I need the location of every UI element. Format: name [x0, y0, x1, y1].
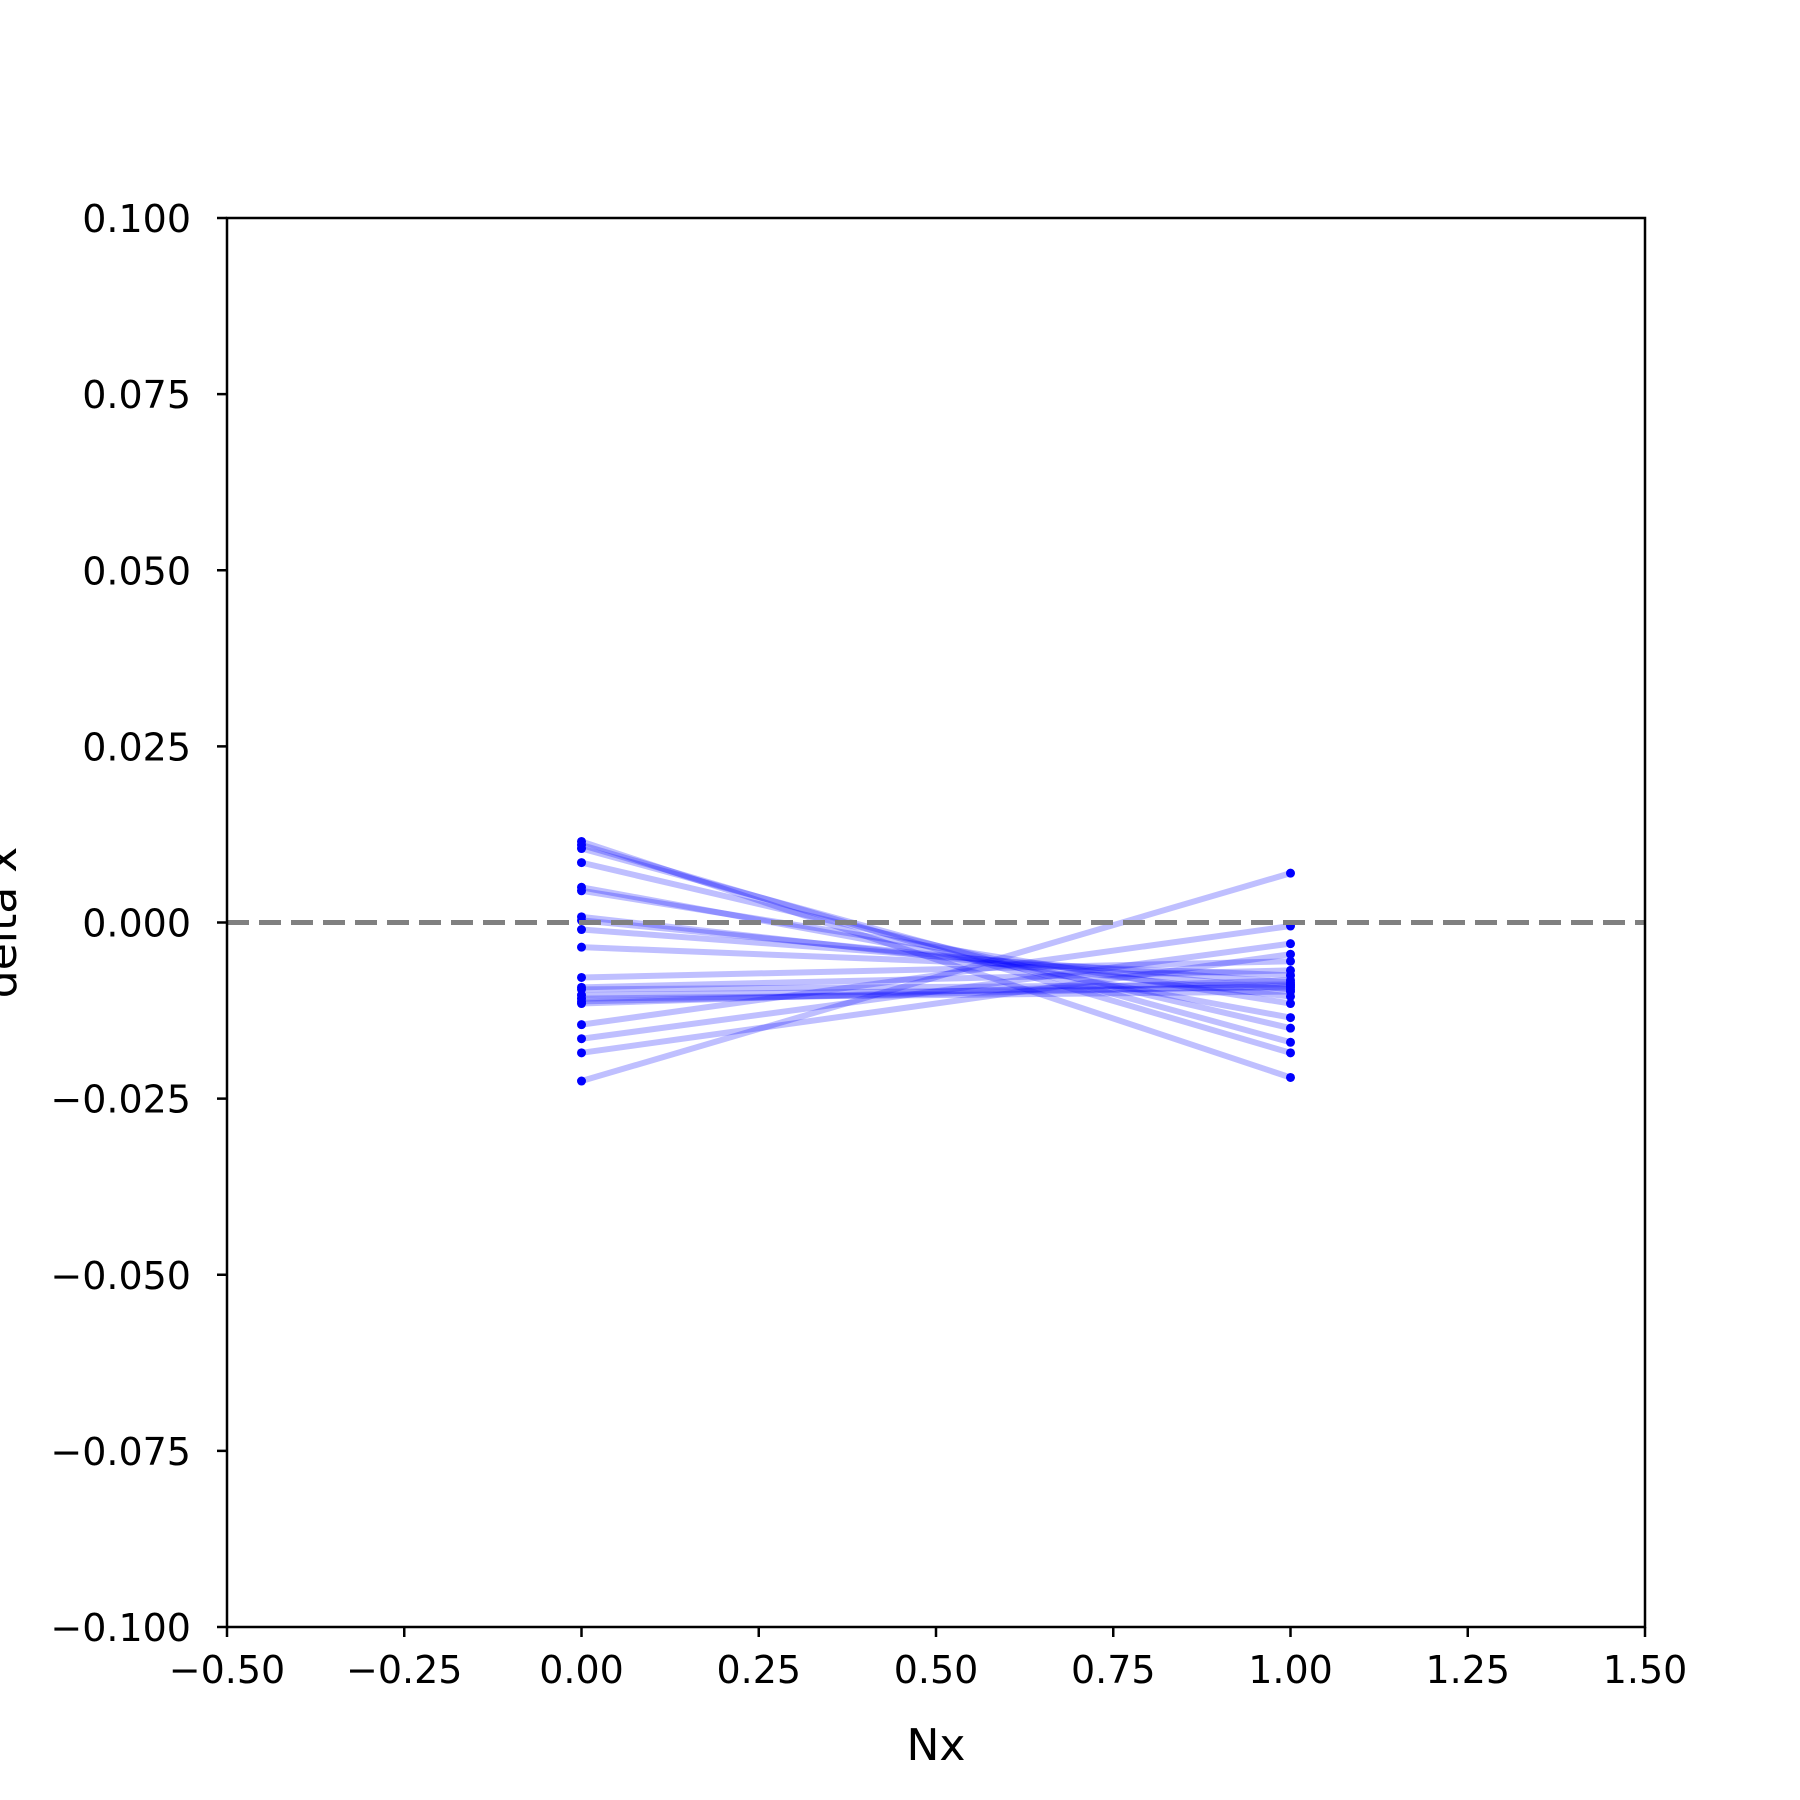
- data-point-10-1: [577, 942, 586, 952]
- data-points: [577, 836, 1295, 1086]
- x-tick-label: 1.00: [1248, 1648, 1333, 1692]
- series-line-4: [580, 859, 1292, 1032]
- series-line-8: [581, 917, 1291, 993]
- data-point-2-2: [1286, 1048, 1295, 1058]
- series-line-20: [581, 951, 1291, 1056]
- data-point-19-1: [577, 1034, 586, 1044]
- data-point-12-2: [1286, 965, 1295, 975]
- y-tick-label: 0.000: [82, 902, 191, 946]
- x-tick-label: 0.25: [716, 1648, 801, 1692]
- data-point-4-2: [1286, 1023, 1295, 1033]
- x-tick-label: 1.50: [1603, 1648, 1688, 1692]
- y-tick-label: 0.075: [82, 373, 191, 417]
- data-point-11-2: [1286, 956, 1295, 966]
- y-axis-ticks: 0.100 0.075 0.050 0.025 0.000 −0.025 −0.050 −0.…: [50, 197, 227, 1650]
- series-line-10: [581, 944, 1291, 979]
- y-tick-label: 0.100: [82, 197, 191, 241]
- y-tick-label: −0.025: [50, 1078, 191, 1122]
- x-tick-label: 0.50: [894, 1648, 979, 1692]
- series-line-7: [581, 913, 1291, 1000]
- data-point-19-2: [1286, 939, 1295, 949]
- data-point-20-2: [1286, 949, 1295, 959]
- series-line-14: [581, 984, 1291, 999]
- data-point-18-1: [577, 1020, 586, 1030]
- x-axis-label: Nx: [907, 1720, 966, 1771]
- data-point-20-1: [577, 1048, 586, 1058]
- x-tick-label: 1.25: [1425, 1648, 1510, 1692]
- y-tick-label: 0.025: [82, 725, 191, 769]
- y-tick-label: 0.050: [82, 549, 191, 593]
- series-line-17: [581, 977, 1291, 1007]
- series-line-13: [581, 981, 1291, 993]
- series-line-16: [581, 982, 1291, 1005]
- data-point-4-1: [577, 858, 586, 868]
- x-tick-label: −0.25: [346, 1648, 462, 1692]
- series-line-15: [581, 988, 1291, 1002]
- series-line-9: [581, 926, 1291, 986]
- series-line-1: [580, 838, 1292, 1081]
- series-line-12: [581, 967, 1291, 991]
- data-point-21-2: [1286, 868, 1295, 878]
- data-point-21-1: [577, 1076, 586, 1086]
- y-tick-label: −0.100: [50, 1606, 191, 1650]
- data-point-9-1: [577, 925, 586, 935]
- data-point-1-2: [1286, 1072, 1295, 1082]
- x-axis-ticks: −0.50 −0.25 0.00 0.25 0.50 0.75 1.00 1.25 1.50: [169, 1627, 1688, 1692]
- x-tick-label: 0.75: [1071, 1648, 1156, 1692]
- series-line-18: [581, 923, 1291, 1028]
- x-tick-label: −0.50: [169, 1648, 285, 1692]
- series-line-6: [581, 887, 1291, 1007]
- data-point-3-1: [577, 844, 586, 854]
- data-point-6-2: [1286, 999, 1295, 1009]
- series-line-2: [580, 842, 1292, 1056]
- series-line-21: [580, 870, 1292, 1084]
- data-point-5-2: [1286, 1013, 1295, 1023]
- data-point-17-1: [577, 999, 586, 1009]
- data-point-11-1: [577, 972, 586, 982]
- series-line-5: [580, 884, 1292, 1021]
- series-line-3: [580, 845, 1292, 1046]
- y-tick-label: −0.075: [50, 1430, 191, 1474]
- data-lines: [580, 838, 1292, 1084]
- data-point-17-2: [1286, 975, 1295, 985]
- y-axis-label: delta x: [0, 847, 27, 998]
- data-point-3-2: [1286, 1037, 1295, 1047]
- series-line-19: [581, 940, 1291, 1042]
- data-point-6-1: [577, 886, 586, 896]
- x-tick-label: 0.00: [539, 1648, 624, 1692]
- y-tick-label: −0.050: [50, 1254, 191, 1298]
- series-line-11: [581, 958, 1291, 981]
